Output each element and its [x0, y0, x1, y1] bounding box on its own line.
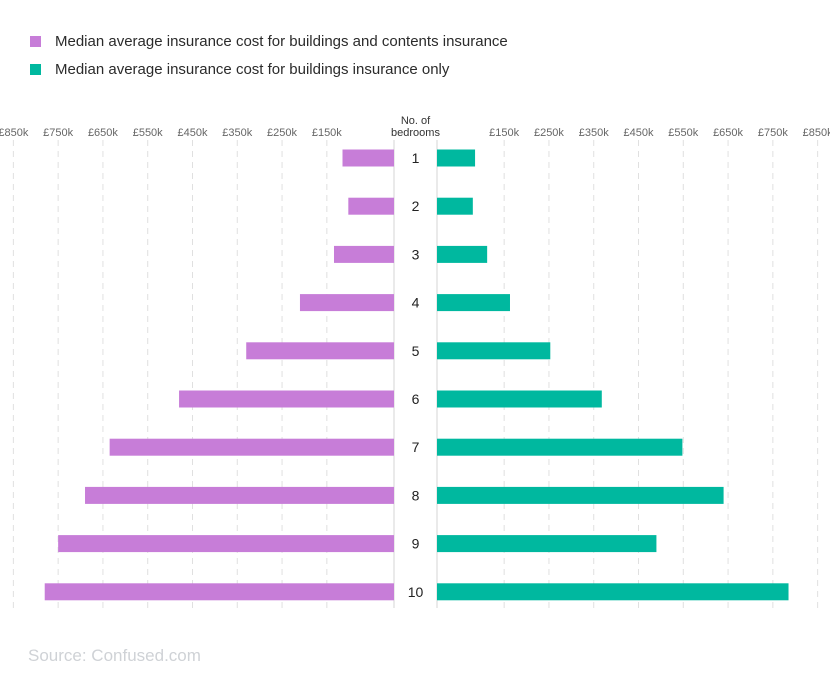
bar-contents-1 [342, 149, 394, 167]
bar-buildings-3 [437, 245, 488, 263]
bar-contents-3 [333, 245, 394, 263]
category-label-2: 2 [412, 198, 420, 214]
bar-contents-6 [179, 390, 394, 408]
right-tick-label-4: £550k [668, 127, 698, 139]
bar-buildings-7 [437, 438, 683, 456]
left-tick-label-7: £150k [312, 127, 342, 139]
left-tick-label-3: £550k [133, 127, 163, 139]
right-tick-label-6: £750k [758, 127, 788, 139]
left-tick-label-4: £450k [177, 127, 207, 139]
legend-item-buildings: Median average insurance cost for buildi… [30, 58, 508, 80]
legend-swatch-buildings [30, 63, 41, 75]
bar-buildings-4 [437, 294, 510, 312]
center-header-line2: bedrooms [391, 127, 440, 139]
left-tick-label-1: £750k [43, 127, 73, 139]
left-tick-label-6: £250k [267, 127, 297, 139]
category-label-8: 8 [412, 487, 420, 503]
center-header-line1: No. of [401, 115, 431, 127]
category-label-6: 6 [412, 391, 420, 407]
source-note: Source: Confused.com [28, 646, 201, 665]
right-tick-label-0: £150k [489, 127, 519, 139]
left-tick-label-5: £350k [222, 127, 252, 139]
category-label-7: 7 [412, 439, 420, 455]
bar-contents-5 [246, 342, 394, 360]
right-tick-label-2: £350k [579, 127, 609, 139]
bar-contents-10 [44, 583, 394, 601]
bar-buildings-10 [437, 583, 789, 601]
bar-contents-4 [299, 294, 394, 312]
left-tick-label-2: £650k [88, 127, 118, 139]
category-label-3: 3 [412, 246, 420, 262]
category-label-5: 5 [412, 343, 420, 359]
bar-contents-9 [58, 535, 395, 553]
bar-buildings-2 [437, 197, 473, 215]
bar-buildings-6 [437, 390, 602, 408]
right-tick-label-5: £650k [713, 127, 743, 139]
bar-contents-8 [85, 486, 394, 504]
category-label-1: 1 [412, 150, 420, 166]
category-label-9: 9 [412, 536, 420, 552]
right-tick-label-3: £450k [624, 127, 654, 139]
legend-label-buildings: Median average insurance cost for buildi… [55, 60, 450, 78]
legend-item-contents: Median average insurance cost for buildi… [30, 30, 508, 52]
right-tick-label-1: £250k [534, 127, 564, 139]
category-label-4: 4 [412, 295, 420, 311]
legend: Median average insurance cost for buildi… [30, 30, 508, 86]
category-label-10: 10 [408, 584, 424, 600]
legend-swatch-contents [30, 35, 41, 47]
bar-buildings-5 [437, 342, 551, 360]
bar-buildings-1 [437, 149, 476, 167]
bar-buildings-9 [437, 535, 657, 553]
bar-buildings-8 [437, 486, 724, 504]
legend-label-contents: Median average insurance cost for buildi… [55, 32, 508, 50]
bar-contents-2 [348, 197, 394, 215]
right-tick-label-7: £850k [803, 127, 830, 139]
bar-contents-7 [109, 438, 394, 456]
left-tick-label-0: £850k [0, 127, 29, 139]
